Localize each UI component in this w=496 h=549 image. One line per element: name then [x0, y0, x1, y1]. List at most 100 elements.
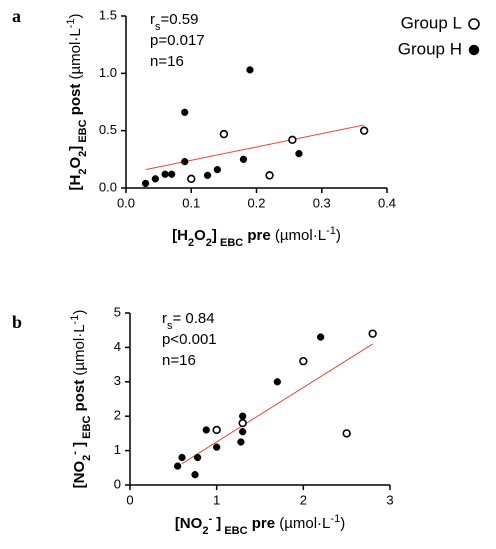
text-segment: (µmol·L: [279, 515, 330, 532]
data-point: [174, 462, 182, 470]
stat-text: p<0.001: [162, 331, 217, 348]
panel-label: a: [12, 6, 21, 26]
text-segment: EBC: [81, 416, 93, 442]
text-segment: post: [67, 79, 84, 119]
text-segment: EBC: [221, 525, 247, 537]
x-tick-label: 1: [213, 492, 220, 507]
y-axis-label: [H2O2] EBC post (µmol·L-1): [65, 14, 89, 191]
text-segment: O: [194, 227, 206, 244]
x-tick-label: 0.4: [378, 195, 396, 210]
text-segment: s: [167, 320, 173, 332]
text-segment: -1: [65, 19, 77, 29]
text-segment: -1: [330, 513, 340, 525]
x-tick-label: 0.3: [313, 195, 331, 210]
data-point: [317, 333, 325, 341]
text-segment: r: [162, 310, 167, 327]
text-segment: ): [67, 14, 84, 19]
text-segment: (µmol·L: [275, 227, 326, 244]
text-segment: -1: [326, 225, 336, 237]
text-segment: p=0.017: [150, 32, 205, 49]
data-point: [141, 179, 150, 188]
text-segment: [H: [172, 227, 188, 244]
data-point: [239, 428, 247, 436]
text-segment: ): [71, 310, 88, 315]
text-segment: 2: [77, 151, 89, 157]
data-point: [202, 426, 210, 434]
text-segment: p<0.001: [162, 331, 217, 348]
fit-line: [181, 343, 373, 465]
y-tick-label: 1.0: [99, 65, 117, 80]
panel-label: b: [12, 312, 22, 332]
legend-marker: [468, 18, 480, 30]
data-point: [213, 443, 221, 451]
data-point: [239, 155, 248, 163]
x-axis-label: [NO2- ] EBC pre (µmol·L-1): [175, 513, 345, 537]
text-segment: EBC: [77, 119, 89, 145]
text-segment: (µmol·L: [67, 28, 84, 79]
stat-text: p=0.017: [150, 32, 205, 49]
y-tick-label: 0.0: [99, 179, 117, 194]
data-point: [359, 126, 369, 135]
text-segment: EBC: [217, 237, 243, 249]
data-point: [265, 171, 274, 180]
x-tick-label: 3: [386, 492, 393, 507]
data-point: [288, 135, 297, 145]
text-segment: ): [336, 227, 341, 244]
x-tick-label: 0.2: [247, 195, 265, 210]
text-segment: O: [67, 157, 84, 169]
y-tick-label: 1.5: [99, 7, 117, 22]
y-tick-label: 4: [114, 339, 121, 354]
y-tick-label: 0.5: [99, 122, 117, 137]
text-segment: [NO: [71, 461, 88, 489]
data-point: [219, 129, 229, 139]
data-point: [203, 171, 212, 180]
data-point: [191, 471, 199, 479]
stat-text: n=16: [150, 53, 184, 70]
text-segment: -1: [69, 315, 81, 325]
text-segment: = 0.84: [173, 310, 215, 327]
text-segment: -: [208, 513, 212, 525]
fit-line: [145, 124, 365, 171]
text-segment: n=16: [162, 352, 196, 369]
text-segment: r: [150, 11, 155, 28]
data-point: [238, 418, 247, 428]
text-segment: ]: [212, 227, 217, 244]
text-segment: post: [71, 376, 88, 416]
text-segment: ): [340, 515, 345, 532]
legend-marker: [468, 44, 480, 56]
text-segment: pre: [248, 515, 280, 532]
data-point: [178, 453, 186, 462]
y-tick-label: 5: [114, 304, 121, 319]
y-tick-label: 1: [114, 442, 121, 457]
text-segment: =0.59: [161, 11, 199, 28]
data-point: [273, 378, 281, 386]
text-segment: (µmol·L: [71, 324, 88, 375]
legend-label: Group H: [398, 39, 462, 58]
stat-text: n=16: [162, 352, 196, 369]
data-point: [161, 170, 169, 178]
x-axis-label: [H2O2] EBC pre (µmol·L-1): [172, 225, 341, 249]
x-tick-label: 0: [126, 492, 133, 507]
y-axis-label: [NO2- ] EBC post (µmol·L-1): [69, 310, 93, 489]
data-point: [151, 175, 160, 183]
text-segment: [H: [67, 175, 84, 191]
x-tick-label: 2: [300, 492, 307, 507]
data-point: [295, 149, 303, 158]
data-point: [368, 329, 377, 338]
text-segment: ]: [67, 146, 84, 151]
text-segment: 2: [188, 237, 194, 249]
data-point: [187, 174, 196, 184]
text-segment: n=16: [150, 53, 184, 70]
text-segment: 2: [81, 455, 93, 461]
data-point: [239, 412, 247, 420]
stat-text: rs=0.59: [150, 11, 198, 33]
data-point: [193, 453, 202, 462]
data-point: [299, 356, 308, 366]
data-point: [246, 66, 254, 74]
text-segment: ]: [212, 515, 221, 532]
data-point: [342, 429, 351, 438]
text-segment: ]: [71, 442, 88, 451]
text-segment: 2: [77, 169, 89, 175]
text-segment: 2: [202, 525, 208, 537]
